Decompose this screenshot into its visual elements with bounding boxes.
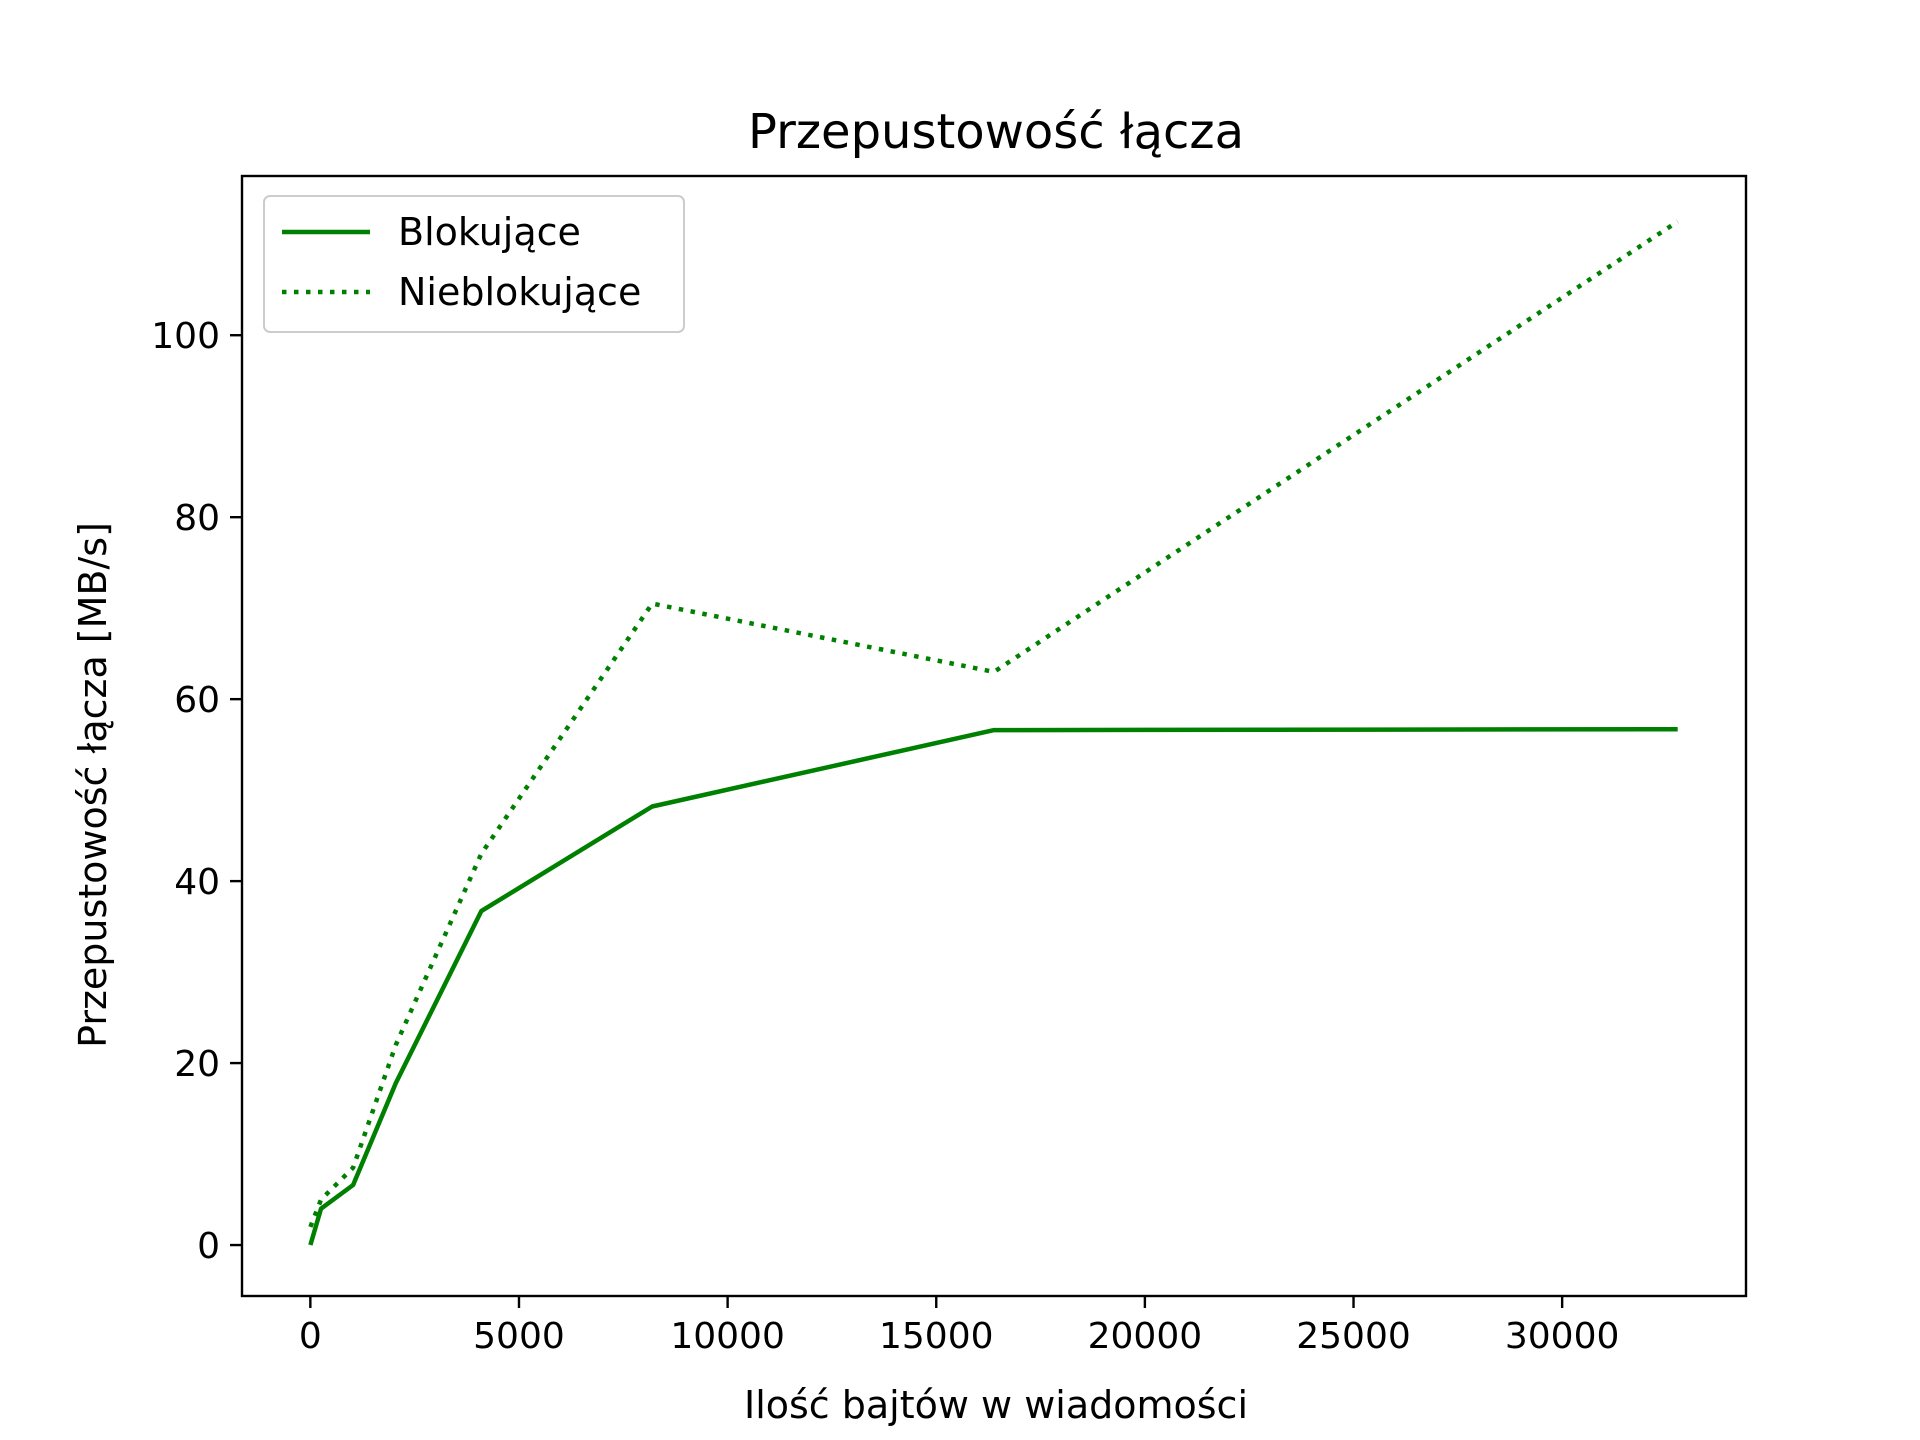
plot-area bbox=[308, 219, 1679, 1246]
chart-title: Przepustowość łącza bbox=[748, 104, 1244, 160]
legend: Blokujące Nieblokujące bbox=[263, 195, 685, 333]
x-tick-label: 15000 bbox=[879, 1316, 994, 1357]
series-line-1 bbox=[308, 726, 1678, 1246]
y-tick-label: 20 bbox=[174, 1044, 220, 1085]
y-tick-label: 80 bbox=[174, 498, 220, 539]
y-tick-label: 60 bbox=[174, 680, 220, 721]
x-tick-label: 0 bbox=[299, 1316, 322, 1357]
ticks: 0 5000 10000 15000 20000 25000 30000 0 20 40 60 80 1… bbox=[151, 316, 1619, 1357]
y-tick-label: 40 bbox=[174, 862, 220, 903]
legend-label-2: Nieblokujące bbox=[398, 270, 641, 314]
series-line-2 bbox=[308, 219, 1679, 1228]
x-tick-label: 10000 bbox=[670, 1316, 785, 1357]
axes-frame bbox=[240, 174, 1748, 1298]
x-tick-label: 25000 bbox=[1296, 1316, 1411, 1357]
y-axis-label: Przepustowość łącza [MB/s] bbox=[71, 522, 115, 1048]
y-tick-label: 100 bbox=[151, 316, 220, 357]
y-tick-label: 0 bbox=[197, 1226, 220, 1267]
x-tick-label: 20000 bbox=[1088, 1316, 1203, 1357]
x-tick-label: 5000 bbox=[473, 1316, 565, 1357]
x-axis-label: Ilość bajtów w wiadomości bbox=[744, 1383, 1248, 1427]
legend-label-1: Blokujące bbox=[398, 210, 581, 254]
x-tick-label: 30000 bbox=[1505, 1316, 1620, 1357]
